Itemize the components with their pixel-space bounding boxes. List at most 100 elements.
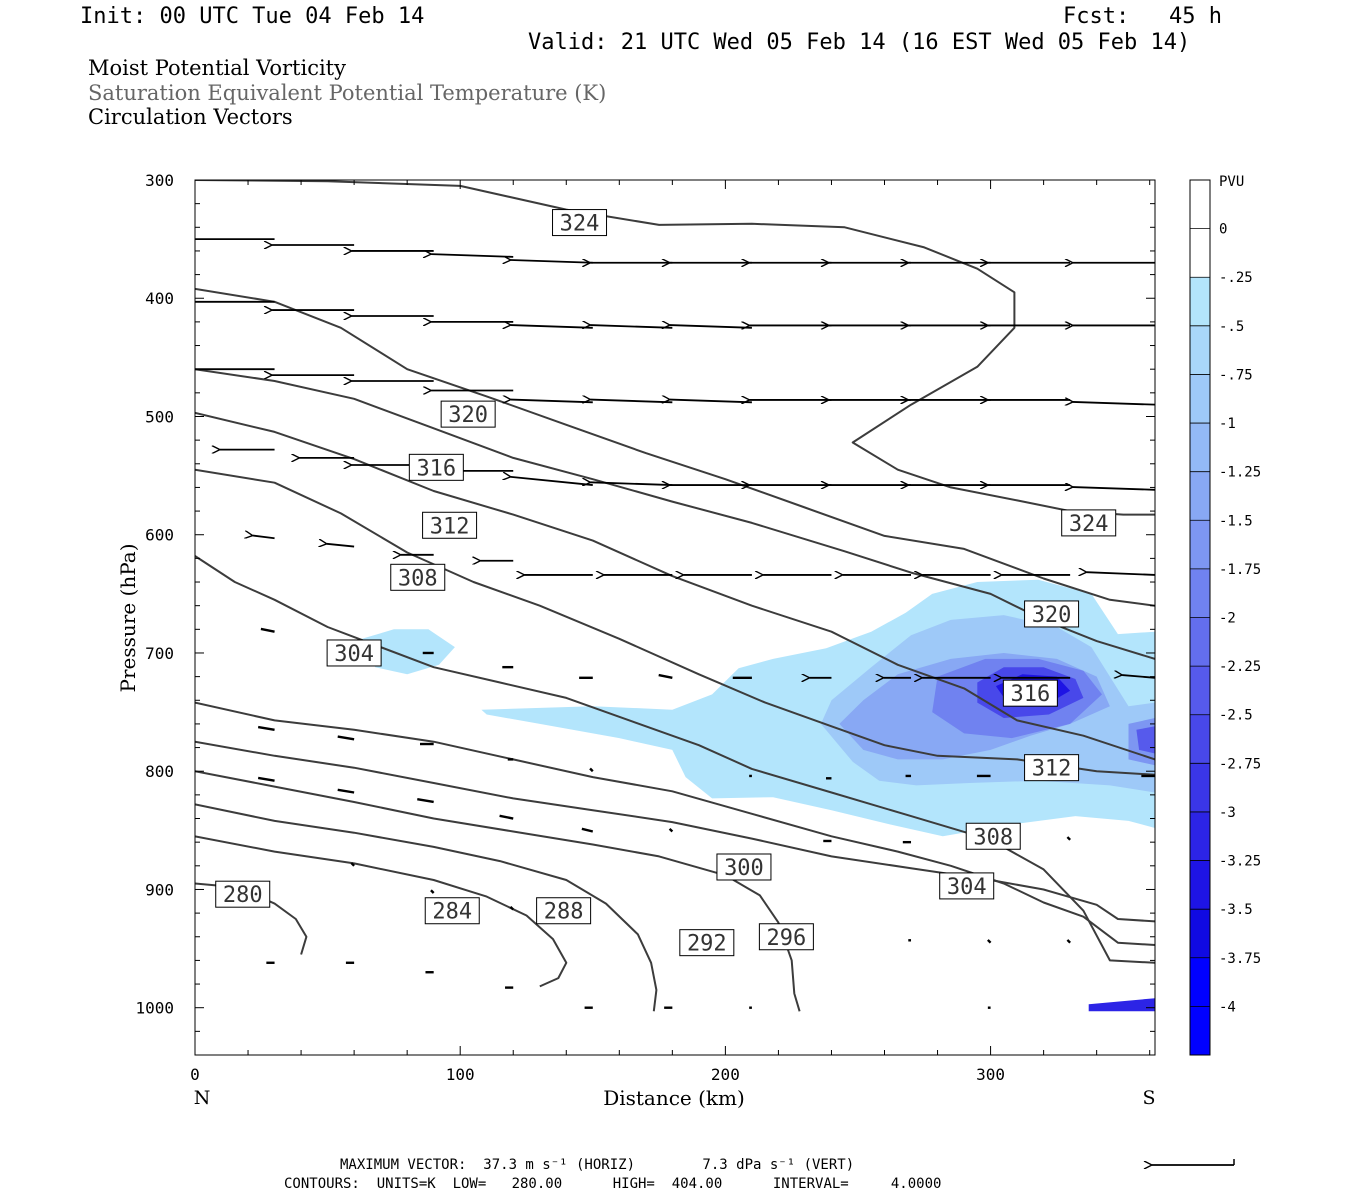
contour-288 bbox=[195, 803, 658, 1012]
colorbar-band bbox=[1190, 568, 1210, 618]
contour-label-box-17 bbox=[1061, 509, 1117, 537]
colorbar-label: -1.25 bbox=[1219, 465, 1261, 481]
mpv-region-9 bbox=[1088, 998, 1155, 1012]
vector-85 bbox=[417, 798, 434, 804]
y-tick-label: 500 bbox=[145, 407, 174, 426]
vector-91 bbox=[1066, 836, 1071, 841]
contour-label-3: 312 bbox=[430, 514, 470, 539]
contour-label-13: 308 bbox=[973, 825, 1013, 850]
x-tick-label: 300 bbox=[976, 1065, 1005, 1084]
contour-label-9: 292 bbox=[687, 932, 727, 957]
contour-label-6: 280 bbox=[223, 883, 263, 908]
vector-60 bbox=[260, 627, 275, 633]
x-tick-label: 0 bbox=[190, 1065, 200, 1084]
plot-frame bbox=[194, 179, 1156, 1056]
colorbar-band bbox=[1190, 277, 1210, 327]
colorbar-label: -2.75 bbox=[1219, 756, 1261, 772]
field-title-theta-e: Saturation Equivalent Potential Temperat… bbox=[88, 81, 607, 105]
contour-label-box-12 bbox=[939, 872, 995, 900]
contour-label-8: 288 bbox=[544, 900, 584, 925]
colorbar-band bbox=[1190, 957, 1210, 1007]
contour-label-15: 316 bbox=[1010, 682, 1050, 707]
north-label: N bbox=[194, 1087, 211, 1109]
contour-label-box-11 bbox=[716, 853, 772, 881]
field-title-vectors: Circulation Vectors bbox=[88, 105, 293, 129]
reference-vector bbox=[1152, 1159, 1235, 1165]
contour-label-box-1 bbox=[440, 400, 496, 428]
contour-label-box-4 bbox=[390, 563, 446, 591]
vector-30 bbox=[670, 400, 752, 403]
contour-label-box-15 bbox=[1002, 679, 1058, 707]
contour-label-17: 324 bbox=[1069, 512, 1109, 537]
contour-label-box-5 bbox=[326, 639, 382, 667]
contour-label-7: 284 bbox=[432, 900, 472, 925]
forecast-hour: Fcst: 45 h bbox=[1063, 4, 1222, 29]
vector-73 bbox=[337, 735, 355, 741]
colorbar-label: -3.75 bbox=[1219, 951, 1261, 967]
field-title-mpv: Moist Potential Vorticity bbox=[88, 56, 346, 80]
vector-49 bbox=[327, 544, 355, 547]
colorbar-label: -1.75 bbox=[1219, 562, 1261, 578]
vector-93 bbox=[430, 889, 435, 894]
vector-40 bbox=[511, 477, 593, 486]
contour-324 bbox=[195, 180, 1155, 516]
y-axis-label: Pressure (hPa) bbox=[116, 544, 140, 693]
vector-29 bbox=[590, 400, 673, 403]
vector-96 bbox=[986, 939, 992, 944]
contour-label-10: 296 bbox=[767, 926, 807, 951]
colorbar: PVU 0 -.25 -.5 -.75 -1 -1.25 -1.5 -1.75 -2 -2.25 -2… bbox=[1189, 174, 1261, 1056]
colorbar-band bbox=[1190, 1006, 1210, 1056]
contour-label-11: 300 bbox=[724, 856, 764, 881]
vector-59 bbox=[1087, 572, 1155, 575]
vector-83 bbox=[257, 776, 275, 782]
circulation-vectors bbox=[195, 238, 1155, 1009]
vector-65 bbox=[658, 673, 673, 679]
colorbar-label: 0 bbox=[1219, 222, 1227, 238]
colorbar-label: -2.5 bbox=[1219, 708, 1253, 724]
vector-47 bbox=[1073, 487, 1155, 490]
colorbar-label: -4 bbox=[1219, 999, 1236, 1015]
contour-label-box-0 bbox=[552, 209, 608, 237]
colorbar-band bbox=[1190, 471, 1210, 521]
vector-48 bbox=[253, 536, 275, 539]
y-tick-label: 800 bbox=[145, 762, 174, 781]
vector-97 bbox=[1066, 939, 1071, 944]
contour-label-box-13 bbox=[965, 822, 1021, 850]
contour-label-box-14 bbox=[1024, 754, 1080, 782]
contour-300 bbox=[195, 701, 1155, 946]
contour-label-2: 316 bbox=[416, 456, 456, 481]
colorbar-label: -2.25 bbox=[1219, 659, 1261, 675]
vector-17 bbox=[590, 325, 673, 328]
vector-92 bbox=[350, 862, 355, 867]
valid-time: Valid: 21 UTC Wed 05 Feb 14 (16 EST Wed … bbox=[528, 30, 1191, 55]
contour-284 bbox=[195, 835, 568, 988]
colorbar-unit: PVU bbox=[1219, 174, 1244, 190]
contour-labels: 324 320 316 312 308 304 280 284 288 292 296 300 304 3… bbox=[215, 209, 1117, 957]
contour-label-box-10 bbox=[758, 923, 814, 951]
colorbar-label: -3 bbox=[1219, 805, 1236, 821]
vector-71 bbox=[1122, 675, 1155, 678]
contour-label-16: 320 bbox=[1032, 603, 1072, 628]
x-tick-label: 200 bbox=[711, 1065, 740, 1084]
vector-35 bbox=[1073, 402, 1155, 405]
colorbar-label: -3.5 bbox=[1219, 902, 1253, 918]
colorbar-label: -1 bbox=[1219, 416, 1236, 432]
mpv-region-8 bbox=[1136, 726, 1155, 754]
y-tick-label: 300 bbox=[145, 171, 174, 190]
colorbar-band bbox=[1190, 666, 1210, 716]
contour-308 bbox=[195, 468, 1155, 776]
y-tick-label: 600 bbox=[145, 526, 174, 545]
contour-label-0: 324 bbox=[560, 212, 600, 237]
contour-label-box-2 bbox=[408, 453, 464, 481]
vector-76 bbox=[589, 767, 594, 773]
contour-296 bbox=[195, 740, 1155, 923]
colorbar-band bbox=[1190, 909, 1210, 959]
vector-72 bbox=[257, 725, 275, 732]
contour-label-box-16 bbox=[1024, 600, 1080, 628]
colorbar-band bbox=[1190, 617, 1210, 667]
mpv-shading bbox=[354, 579, 1155, 1012]
max-vector-note: MAXIMUM VECTOR: 37.3 m s⁻¹ (HORIZ) 7.3 d… bbox=[340, 1157, 855, 1173]
vector-41 bbox=[590, 482, 673, 485]
colorbar-band bbox=[1190, 811, 1210, 862]
